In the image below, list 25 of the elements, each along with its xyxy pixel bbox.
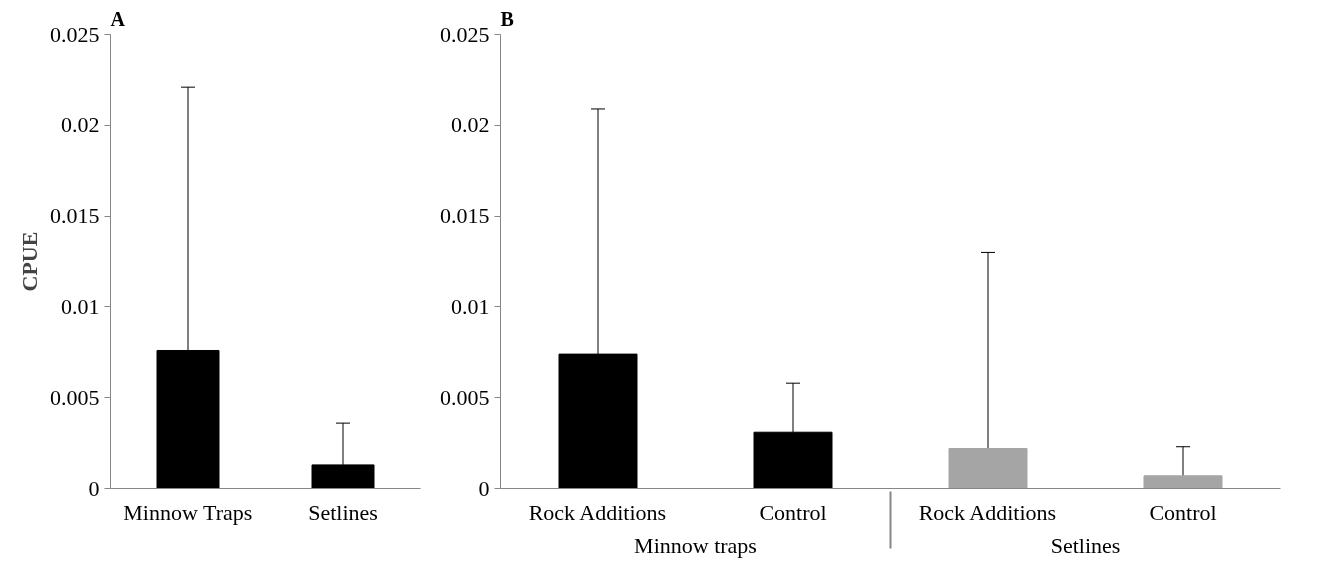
y-axis-title: CPUE [17, 231, 42, 292]
x-tick-label: Rock Additions [918, 499, 1057, 525]
y-tick-label: 0.02 [451, 112, 490, 138]
chart-title: A [110, 7, 126, 30]
x-tick-label: Control [759, 499, 827, 525]
y-tick-label: 0.02 [61, 112, 100, 138]
chart-title: B [500, 7, 514, 30]
text: Setlines [1050, 532, 1121, 558]
text: Minnow traps [634, 532, 757, 558]
y-tick-label: 0.005 [440, 384, 490, 410]
y-tick-label: 0.01 [451, 293, 490, 319]
y-tick-label: 0.015 [50, 203, 100, 229]
x-tick-label: Setlines [308, 499, 378, 525]
y-tick-label: 0.025 [50, 21, 100, 47]
y-tick-label: 0 [88, 475, 100, 501]
y-tick-label: 0 [478, 475, 490, 501]
y-tick-label: 0.015 [440, 203, 490, 229]
x-tick-label: Minnow Traps [123, 499, 253, 525]
bar [948, 448, 1028, 489]
y-tick-label: 0.005 [50, 384, 100, 410]
bar [1143, 475, 1223, 489]
x-tick-label: Control [1149, 499, 1217, 525]
y-tick-label: 0.025 [440, 21, 490, 47]
y-tick-label: 0.01 [61, 293, 100, 319]
x-tick-label: Rock Additions [528, 499, 667, 525]
